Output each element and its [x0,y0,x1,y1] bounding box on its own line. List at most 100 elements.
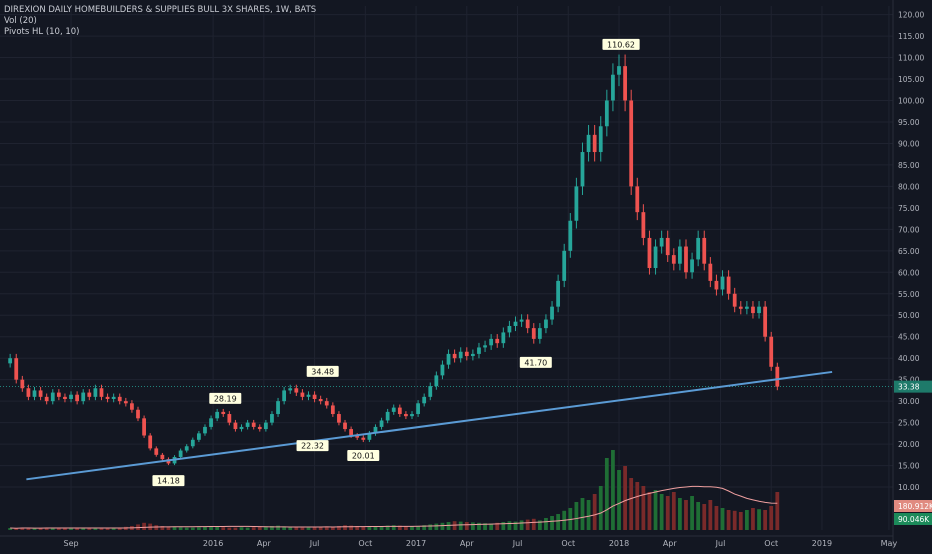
candle-body [20,379,25,389]
volume-bar [391,525,396,530]
candle-body [696,237,701,260]
candle-body [14,358,19,380]
volume-bar [330,526,335,530]
pivot-label-bg [347,450,380,462]
volume-bar [221,527,226,530]
candle-body [489,338,494,346]
volume-bar [769,506,774,530]
volume-bar [288,526,293,530]
pivot-label-bg [209,392,242,404]
pivot-low-label: 22.32 [296,440,329,452]
volume-bar [111,528,116,530]
candle-body [306,394,311,397]
volume-bar [203,526,207,530]
volume-indicator-label[interactable]: Vol (20) [4,16,37,26]
volume-bar [379,526,384,530]
time-axis[interactable]: Sep 2016 Apr Jul Oct 2017 Apr Jul Oct 2018 Apr Jul O… [63,539,897,548]
volume-bar [227,527,232,530]
volume-bar [580,498,585,530]
y-tick-label: 110.00 [898,54,924,63]
candle-body [130,403,134,410]
candle-body [763,306,768,337]
volume-bar [87,528,92,530]
volume-bar [507,521,512,530]
y-tick-label: 55.00 [898,290,920,299]
volume-bar [117,527,122,530]
pivot-high-label: 28.19 [209,392,242,404]
pivot-labels: 14.18 28.19 22.32 34.48 20.01 41.70 110.62 [152,38,640,487]
volume-bar [550,516,554,530]
candle-body [349,429,353,436]
candle-body [197,433,201,440]
candle-body [477,347,481,354]
candle-body [361,437,366,440]
candle-body [422,396,427,404]
y-tick-label: 25.00 [898,419,920,428]
volume-bar [446,522,451,530]
candle-body [665,237,670,256]
pivots-indicator-label[interactable]: Pivots HL (10, 10) [4,27,80,37]
candle-body [416,403,420,415]
volume-bar [81,528,86,530]
symbol-title[interactable]: DIREXION DAILY HOMEBUILDERS & SUPPLIES B… [4,5,317,15]
volume-bar [32,528,37,530]
x-tick-label: Oct [561,539,575,548]
candle-body [732,293,737,307]
candle-body [513,321,518,326]
volume-bar [8,528,13,530]
x-tick-label: 2017 [406,539,426,548]
x-tick-label: 2016 [203,539,223,548]
candle-body [99,388,104,397]
trendline[interactable] [26,370,833,481]
volume-bar [63,528,67,530]
candle-body [123,401,128,404]
candle-body [391,407,396,412]
candle-body [318,399,323,402]
pivot-label-text: 110.62 [607,40,635,49]
candle-body [203,426,207,434]
volume-bar [142,522,146,530]
volume-bar [270,526,274,530]
candle-body [653,246,658,268]
volume-bar [190,527,195,530]
volume-bar [477,522,481,530]
candle-body [117,396,122,402]
volume-bar [720,508,725,530]
volume-bar [184,527,189,530]
volume-bar [50,528,55,530]
volume-bar [501,522,506,530]
volume-bar [714,506,719,530]
candle-body [148,435,153,449]
volume-bar [276,525,280,530]
volume-bar [404,526,408,530]
y-tick-label: 30.00 [898,397,920,406]
candle-body [385,411,390,421]
price-axis[interactable]: 10.00 15.00 20.00 25.00 30.00 35.00 40.00 45.00… [898,11,924,492]
last-price-badge: 33.38 [894,380,932,393]
x-tick-label: Apr [663,539,678,548]
candle-body [270,414,274,423]
volume-bar [611,450,615,530]
volume-bar [586,500,591,530]
candle-body [458,351,463,359]
volume-bar [20,527,25,530]
volume-bar [702,504,707,530]
volume-bar [623,466,627,530]
candle-body [276,401,280,415]
volume-bar [324,526,329,530]
chart-legend: DIREXION DAILY HOMEBUILDERS & SUPPLIES B… [4,5,316,38]
volume-bar [26,528,31,530]
volume-bar [361,526,366,530]
pivot-high-label: 34.48 [306,365,339,377]
candle-body [8,358,13,364]
candle-body [355,435,360,438]
candle-body [215,411,220,419]
volume-ma-badge: 90.046K [894,513,932,525]
volume-bar [239,527,244,530]
candle-body [495,338,500,344]
pivot-low-label: 14.18 [152,475,185,487]
volume-bar [99,528,104,530]
candle-body [550,306,554,320]
